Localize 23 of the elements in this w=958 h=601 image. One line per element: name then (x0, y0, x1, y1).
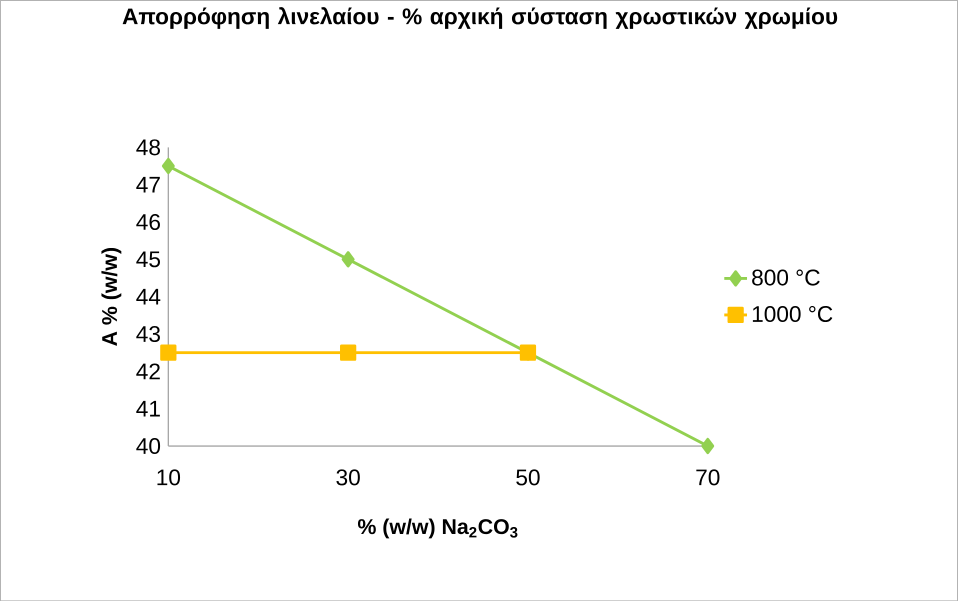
point (340, 344, 356, 361)
legend-label: 800 °C (752, 269, 820, 286)
y-tick-label: 41 (136, 400, 160, 416)
y-tick-label: 46 (136, 214, 160, 230)
point (701, 438, 714, 454)
y-tick-label: 45 (136, 251, 160, 268)
y-tick-label: 43 (136, 326, 160, 342)
x-tick-label: 70 (696, 469, 720, 486)
chart-title: Απορρόφηση λινελαίου - % αρχική σύσταση χρωστικών χρωμίου (122, 7, 838, 29)
point (162, 158, 175, 174)
y-tick-label: 44 (136, 288, 160, 304)
x-tick-label: 10 (157, 469, 180, 486)
y-tick-label: 40 (136, 438, 160, 454)
legend-label: 1000 °C (752, 306, 832, 322)
point (342, 251, 355, 268)
text: % (w/w) Na$_{2}$CO$_{3}$ (358, 518, 518, 538)
x-tick-label: 30 (336, 469, 360, 486)
x-tick-label: 50 (516, 469, 540, 486)
y-tick-label: 48 (136, 139, 160, 156)
point (160, 344, 176, 361)
y-tick-label: 47 (136, 176, 160, 192)
y-tick-label: 42 (136, 363, 160, 380)
y-axis-title: A % (w/w) (101, 248, 122, 346)
